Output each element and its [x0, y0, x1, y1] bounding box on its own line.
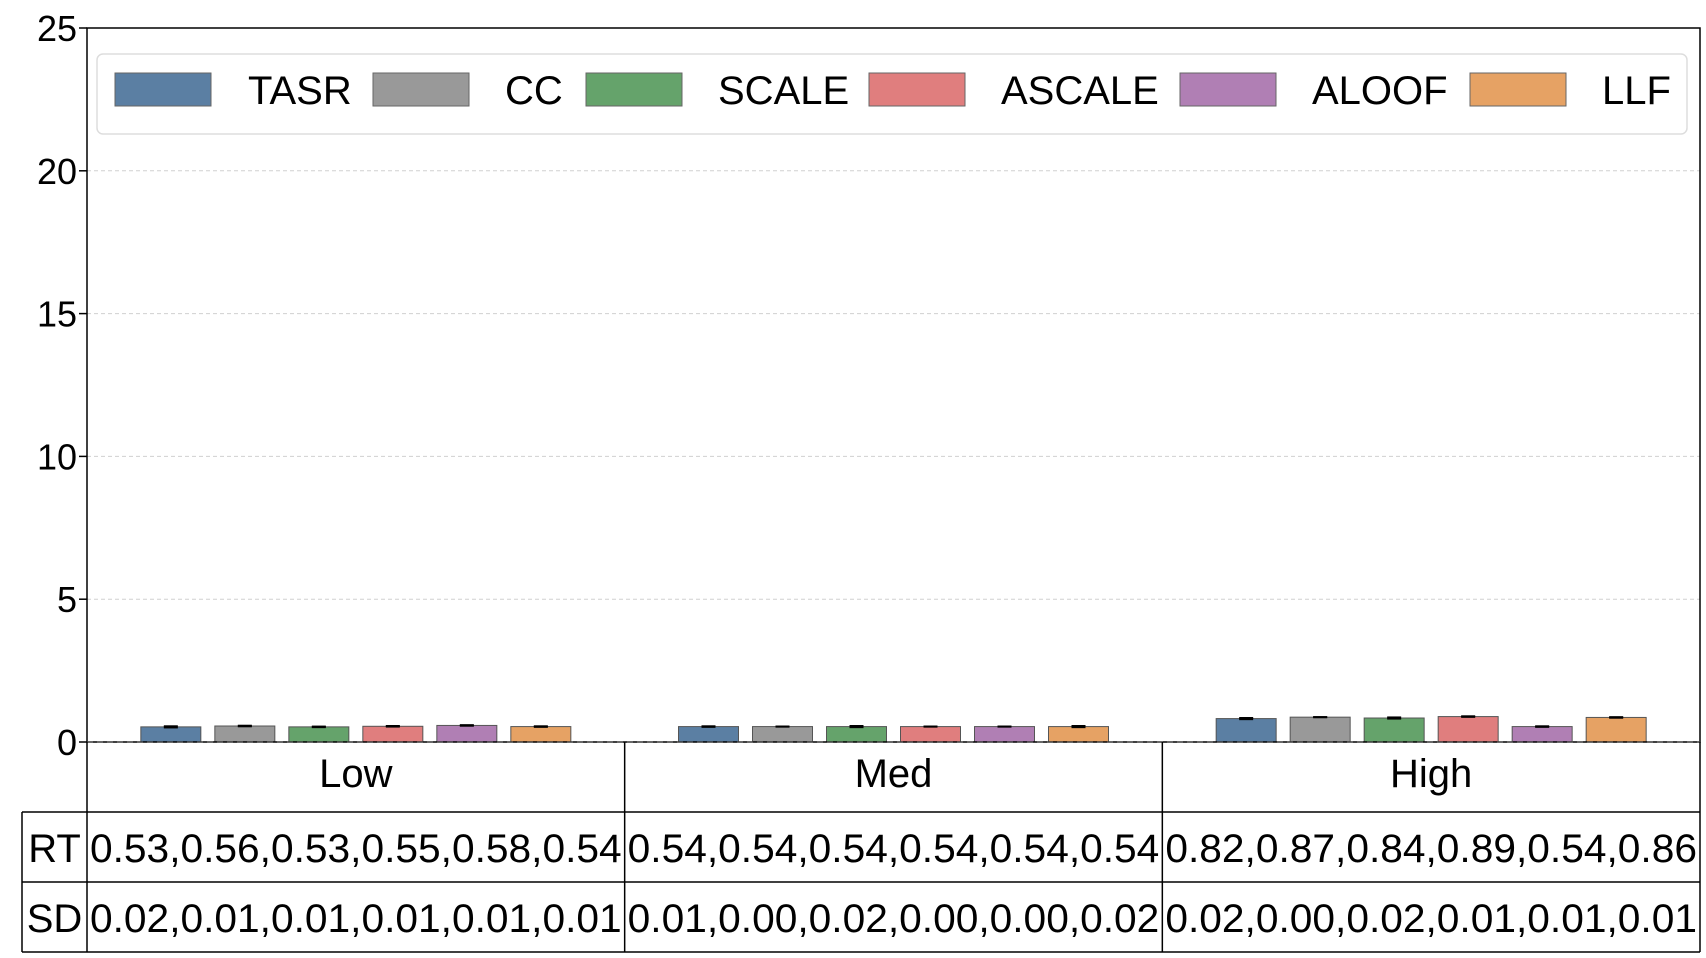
- bar-cc-low: [214, 725, 276, 743]
- table-row-label: RT: [28, 827, 81, 871]
- legend-swatch-cc: [372, 72, 470, 107]
- y-tick-label: 15: [37, 294, 77, 335]
- y-tick-label: 5: [57, 579, 77, 620]
- legend: TASR CC SCALE ASCALE ALOOF LLF: [96, 53, 1688, 135]
- bar-aloof-low: [436, 724, 498, 743]
- grid-lines: [87, 170, 1700, 600]
- legend-label-ascale: ASCALE: [1001, 69, 1159, 113]
- legend-label-aloof: ALOOF: [1312, 69, 1448, 113]
- table-cell: 0.02,0.00,0.02,0.01,0.01,0.01: [1165, 897, 1697, 941]
- bar-scale-high: [1363, 717, 1425, 743]
- table-row-label: SD: [27, 897, 83, 941]
- legend-swatch-aloof: [1179, 72, 1277, 107]
- bar-ascale-low: [362, 725, 424, 743]
- plot-frame: [86, 27, 1701, 743]
- bar-tasr-low: [140, 726, 202, 743]
- bar-scale-low: [288, 726, 350, 743]
- bar-aloof-med: [974, 726, 1035, 743]
- bar-cc-high: [1289, 716, 1351, 743]
- y-tick-label: 20: [37, 151, 77, 192]
- table-cell: 0.54,0.54,0.54,0.54,0.54,0.54: [628, 827, 1160, 871]
- error-bars: [163, 715, 1624, 729]
- y-tick-label: 25: [37, 8, 77, 49]
- bar-llf-high: [1585, 716, 1647, 743]
- bars: [140, 716, 1647, 743]
- legend-swatch-ascale: [868, 72, 966, 107]
- legend-label-llf: LLF: [1602, 69, 1671, 113]
- y-tick-label: 10: [37, 436, 77, 477]
- bar-llf-low: [510, 726, 572, 743]
- legend-label-cc: CC: [505, 69, 563, 113]
- bar-ascale-med: [900, 726, 961, 743]
- axes: 0 5 10 15 20 25: [37, 8, 1701, 763]
- legend-label-tasr: TASR: [248, 69, 352, 113]
- data-table: Low Med High RT 0.53,0.56,0.53,0.55,0.58,0.5…: [21, 742, 1701, 953]
- legend-swatch-scale: [585, 72, 683, 107]
- bar-cc-med: [752, 726, 813, 743]
- bar-aloof-high: [1511, 726, 1573, 743]
- bar-tasr-med: [678, 726, 739, 743]
- legend-label-scale: SCALE: [718, 69, 849, 113]
- table-cell: 0.02,0.01,0.01,0.01,0.01,0.01: [90, 897, 622, 941]
- bar-scale-med: [826, 726, 887, 743]
- bar-llf-med: [1048, 726, 1109, 743]
- bar-tasr-high: [1215, 718, 1277, 743]
- bar-ascale-high: [1437, 716, 1499, 743]
- x-category-label: Med: [855, 752, 933, 796]
- table-cell: 0.53,0.56,0.53,0.55,0.58,0.54: [90, 827, 622, 871]
- table-cell: 0.01,0.00,0.02,0.00,0.00,0.02: [628, 897, 1160, 941]
- x-category-label: High: [1390, 752, 1472, 796]
- y-tick-label: 0: [57, 722, 77, 763]
- legend-swatch-llf: [1469, 72, 1567, 107]
- table-cell: 0.82,0.87,0.84,0.89,0.54,0.86: [1165, 827, 1697, 871]
- legend-swatch-tasr: [114, 72, 212, 107]
- x-category-label: Low: [319, 752, 392, 796]
